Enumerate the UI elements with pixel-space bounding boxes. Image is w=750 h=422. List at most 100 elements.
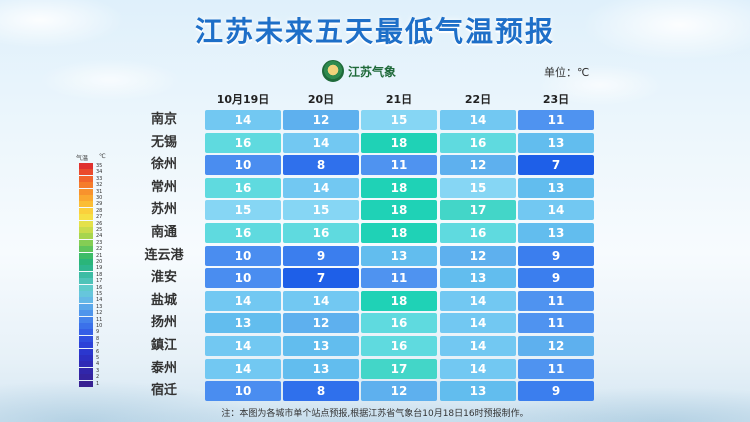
legend-swatch	[79, 284, 93, 291]
legend-level-label: 26	[96, 220, 103, 227]
temperature-cell: 14	[283, 177, 359, 198]
legend-level-label: 7	[96, 342, 100, 349]
temperature-cell: 11	[361, 155, 437, 176]
legend-swatch	[79, 374, 93, 381]
legend-level-label: 22	[96, 246, 103, 253]
temperature-cell: 14	[440, 110, 516, 130]
legend-level-label: 8	[96, 335, 100, 342]
temperature-cell: 14	[283, 290, 359, 311]
legend-swatch	[79, 271, 93, 278]
legend-swatch	[79, 335, 93, 342]
temperature-cell: 16	[440, 132, 516, 153]
temperature-cell: 13	[518, 223, 594, 243]
legend-level-label: 9	[96, 329, 100, 336]
temperature-cell: 16	[440, 223, 516, 243]
logo-emblem-icon	[322, 60, 344, 82]
legend-level-label: 34	[96, 169, 103, 176]
city-label: 鎮江	[150, 338, 177, 353]
legend-level-label: 3	[96, 367, 100, 374]
temperature-cell: 18	[361, 132, 437, 153]
legend-swatch	[79, 278, 93, 285]
legend-swatch	[79, 169, 93, 176]
legend-level-label: 33	[96, 175, 103, 182]
legend-level-label: 10	[96, 323, 103, 329]
city-label: 连云港	[144, 247, 184, 263]
legend-swatch	[79, 380, 93, 387]
legend-level-label: 30	[96, 195, 103, 201]
column-header: 21日	[385, 93, 413, 106]
temperature-cell: 14	[440, 336, 516, 356]
legend-level-label: 19	[96, 265, 103, 272]
legend-swatch	[79, 207, 93, 214]
legend-swatch	[79, 355, 93, 361]
legend-level-label: 4	[96, 361, 100, 368]
legend-swatch	[79, 259, 93, 265]
legend-level-label: 5	[96, 355, 100, 361]
legend-swatch	[79, 367, 93, 374]
legend-swatch	[79, 239, 93, 246]
temperature-cell: 16	[283, 223, 359, 243]
city-label: 扬州	[150, 315, 177, 331]
legend-swatch	[79, 310, 93, 317]
logo-text: 江苏气象	[348, 64, 397, 79]
temperature-cell: 16	[361, 313, 437, 334]
temperature-cell: 12	[361, 381, 437, 402]
temperature-cell: 14	[440, 313, 516, 334]
temperature-cell: 14	[518, 200, 594, 221]
legend-level-label: 29	[96, 201, 103, 208]
legend-swatch	[79, 316, 93, 323]
legend-swatch	[79, 227, 93, 233]
temperature-cell: 15	[205, 200, 281, 221]
temperature-cell: 16	[361, 336, 437, 356]
legend-level-label: 31	[96, 188, 103, 195]
temperature-cell: 8	[283, 381, 359, 402]
temperature-cell: 10	[205, 268, 281, 289]
legend-swatch	[79, 265, 93, 272]
temperature-cell: 7	[518, 155, 594, 176]
temperature-cell: 14	[440, 290, 516, 311]
city-label: 盐城	[150, 292, 177, 308]
temperature-cell: 13	[518, 177, 594, 198]
temperature-cell: 9	[518, 381, 594, 402]
legend-unit: ℃	[99, 153, 106, 160]
temperature-cell: 13	[518, 132, 594, 153]
temperature-cell: 16	[205, 132, 281, 153]
temperature-cell: 17	[440, 200, 516, 221]
temperature-cell: 12	[440, 155, 516, 176]
temperature-cell: 15	[283, 200, 359, 221]
legend-level-label: 18	[96, 271, 103, 278]
temperature-cell: 13	[440, 381, 516, 402]
temperature-cell: 12	[283, 110, 359, 130]
legend-swatch	[79, 175, 93, 182]
logo: 江苏气象	[322, 60, 396, 82]
legend-swatch	[79, 303, 93, 310]
city-label: 泰州	[150, 360, 177, 376]
temperature-cell: 15	[361, 110, 437, 130]
legend-level-label: 6	[96, 348, 100, 355]
temperature-cell: 11	[518, 290, 594, 311]
city-label: 苏州	[150, 202, 177, 218]
legend-level-label: 1	[96, 380, 100, 387]
temperature-cell: 13	[283, 358, 359, 379]
column-header: 22日	[464, 93, 492, 106]
legend-level-label: 20	[96, 259, 103, 265]
legend-swatch	[79, 233, 93, 240]
legend-level-label: 16	[96, 284, 103, 291]
temperature-cell: 13	[440, 268, 516, 289]
legend-swatch	[79, 291, 93, 297]
temperature-cell: 14	[440, 358, 516, 379]
legend-level-label: 27	[96, 214, 103, 221]
temperature-cell: 13	[205, 313, 281, 334]
footnote: 注：本图为各城市单个站点预报,根据江苏省气象台10月18日16时预报制作。	[221, 409, 529, 419]
legend-level-label: 24	[96, 233, 103, 240]
temperature-cell: 9	[283, 245, 359, 266]
temperature-cell: 10	[205, 155, 281, 176]
legend-level-label: 32	[96, 182, 103, 189]
temperature-cell: 16	[205, 223, 281, 243]
temperature-cell: 17	[361, 358, 437, 379]
city-label: 徐州	[150, 157, 177, 173]
legend-swatch	[79, 252, 93, 259]
city-label: 淮安	[150, 270, 177, 286]
legend-swatch	[79, 201, 93, 208]
legend-level-label: 12	[96, 310, 103, 317]
